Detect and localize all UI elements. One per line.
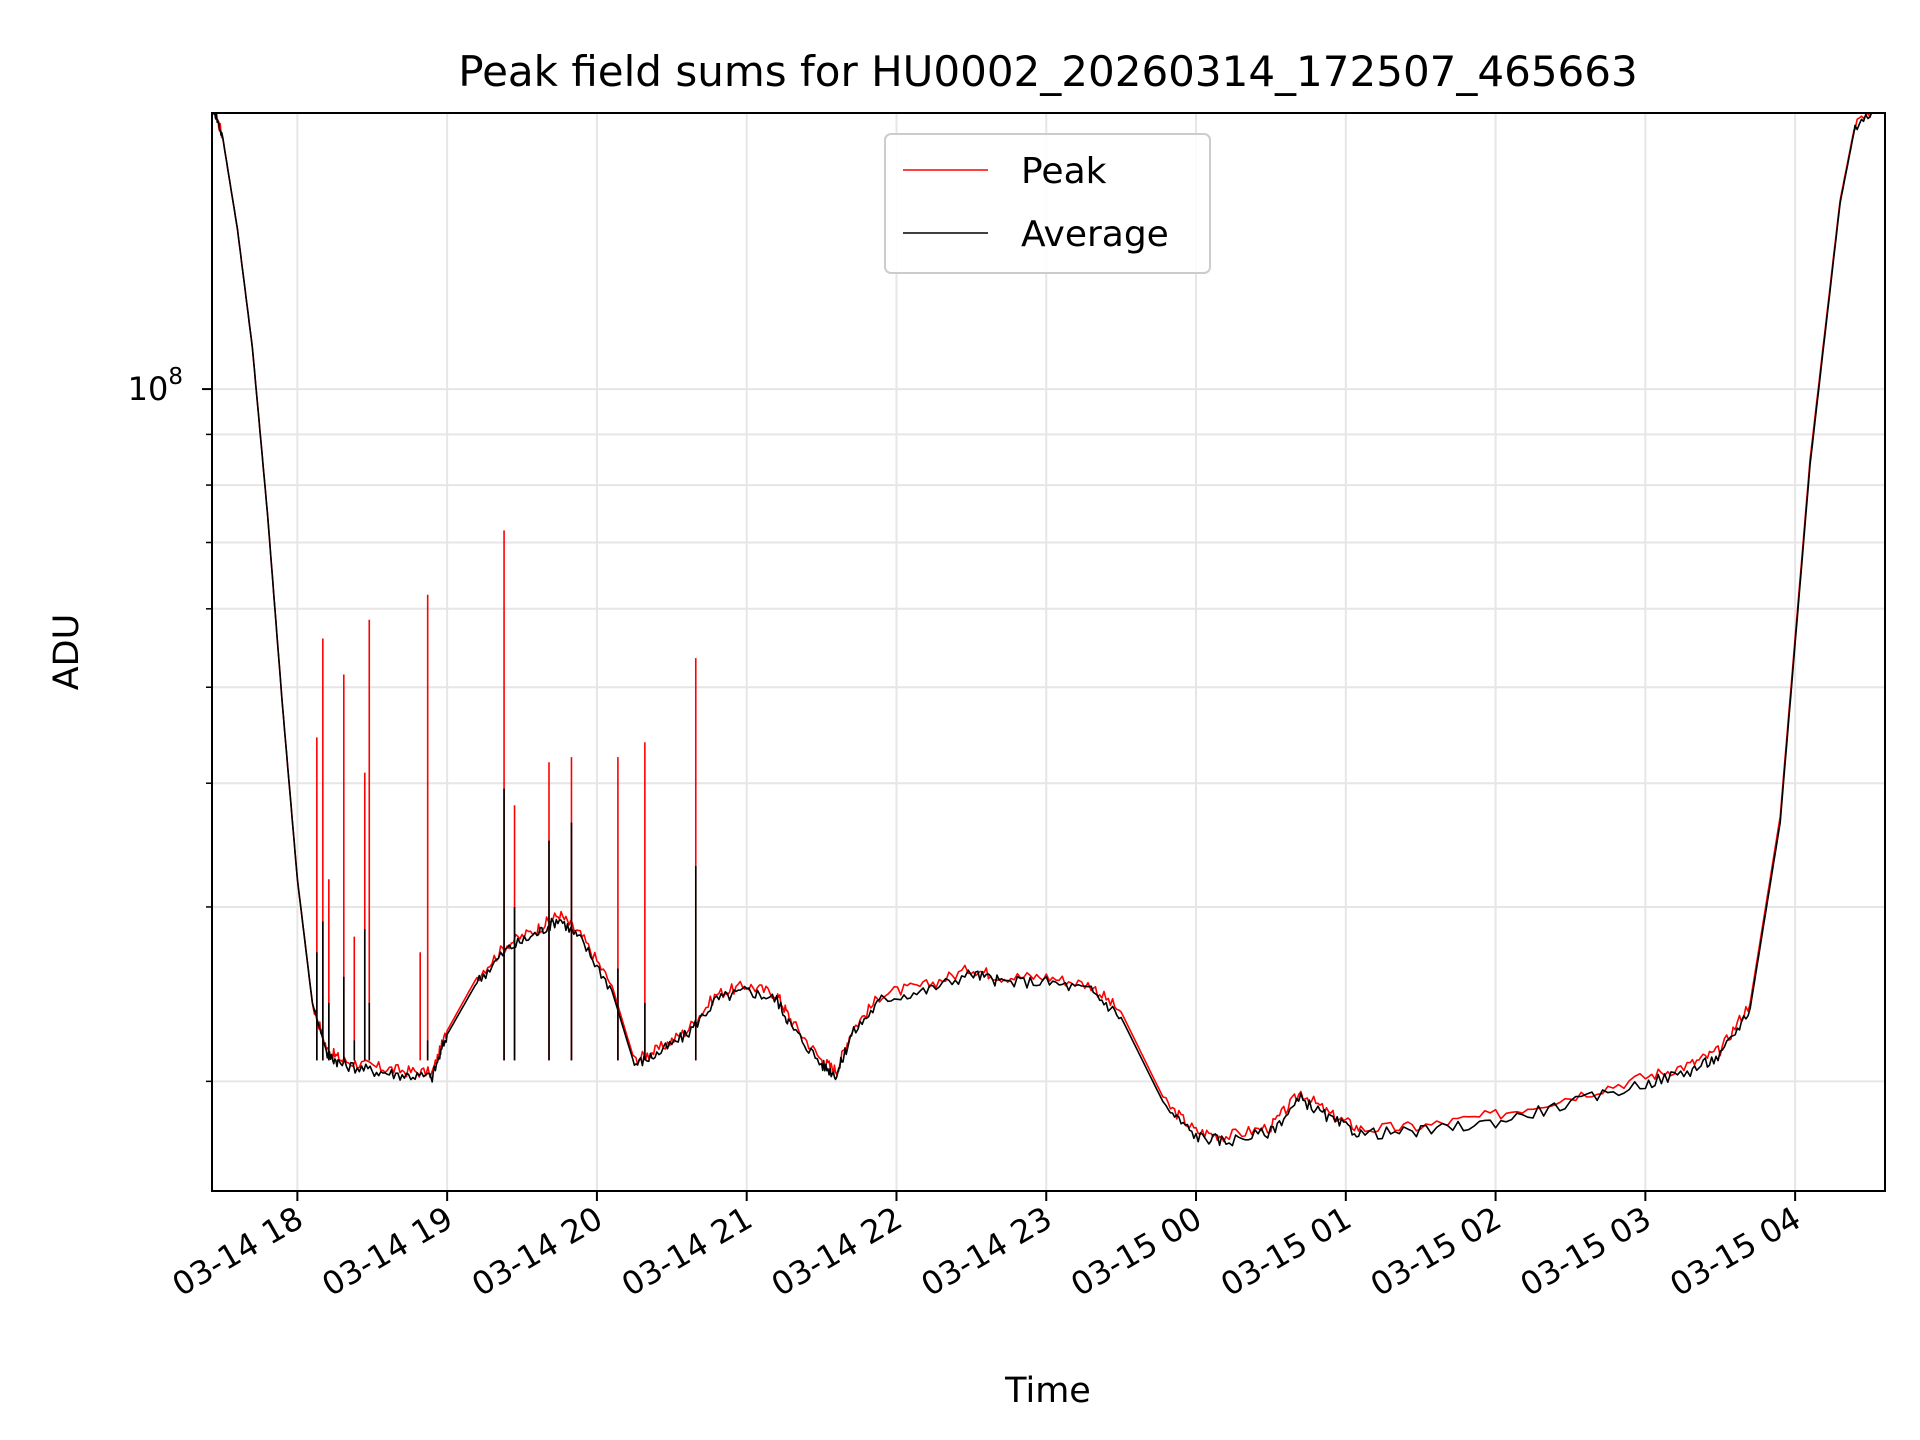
legend-peak-label: Peak [1021,151,1107,192]
y-tick-base: 10 [128,370,169,408]
legend-average-label: Average [1021,214,1169,255]
plot-frame [211,112,1886,1192]
legend-box [884,133,1211,274]
x-axis-label: Time [1004,1371,1091,1411]
y-axis-label: ADU [47,614,87,691]
series-peak-line [214,113,1876,1143]
y-tick-label: 108 [128,364,183,408]
legend: Peak Average [884,133,1211,274]
y-tick-exponent: 8 [168,364,183,390]
chart-title: Peak field sums for HU0002_20260314_1725… [458,47,1637,96]
series-layer [213,113,1876,1147]
series-average-line [213,113,1873,1147]
